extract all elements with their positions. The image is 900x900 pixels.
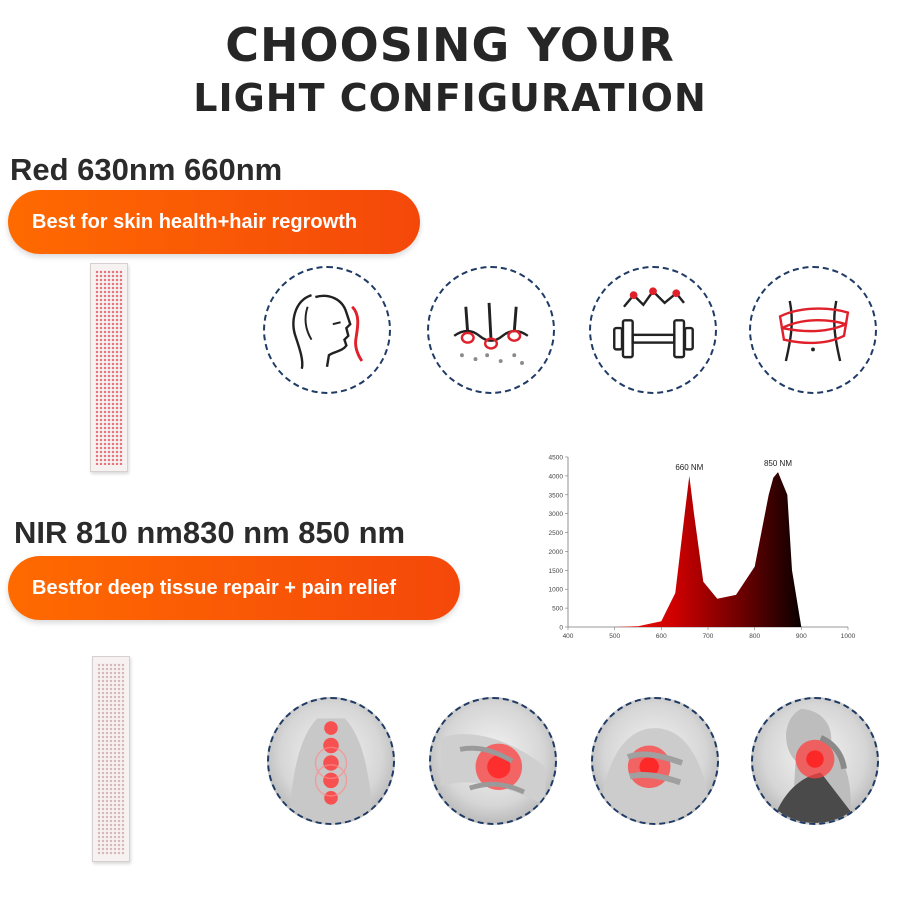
- hair-follicle-icon: [427, 266, 555, 394]
- y-tick-label: 1500: [549, 568, 564, 575]
- x-tick-label: 600: [656, 633, 667, 640]
- peak-annotation: 850 NM: [764, 459, 792, 468]
- knee-pain-photo: [429, 697, 557, 825]
- red-section-heading: Red 630nm 660nm: [10, 152, 283, 187]
- face-skin-icon: [263, 266, 391, 394]
- waist-slimming-icon: [749, 266, 877, 394]
- nir-benefit-pill: Bestfor deep tissue repair + pain relief: [8, 556, 460, 620]
- y-tick-label: 4000: [549, 473, 564, 480]
- neck-pain-photo: [751, 697, 879, 825]
- y-tick-label: 4500: [549, 455, 564, 462]
- x-tick-label: 800: [749, 633, 760, 640]
- spine-pain-photo: [267, 697, 395, 825]
- x-tick-label: 700: [703, 633, 714, 640]
- y-tick-label: 3000: [549, 511, 564, 518]
- nir-section-heading: NIR 810 nm830 nm 850 nm: [14, 515, 406, 550]
- nir-light-panel: [92, 656, 130, 862]
- y-tick-label: 2000: [549, 549, 564, 556]
- peak-annotation: 660 NM: [675, 463, 703, 472]
- y-tick-label: 2500: [549, 530, 564, 537]
- page-title-line2: LIGHT CONFIGURATION: [193, 76, 707, 120]
- y-tick-label: 500: [552, 606, 563, 613]
- red-benefit-pill: Best for skin health+hair regrowth: [8, 190, 420, 254]
- x-tick-label: 400: [563, 633, 574, 640]
- y-tick-label: 3500: [549, 492, 564, 499]
- red-light-panel: [90, 263, 128, 472]
- y-tick-label: 0: [559, 625, 563, 632]
- chest-pain-photo: [591, 697, 719, 825]
- page-title-line1: CHOOSING YOUR: [225, 18, 675, 72]
- y-tick-label: 1000: [549, 587, 564, 594]
- spectrum-chart: 0 500 1000 1500 2000 2500 3000 3500 4000 4500 400 5…: [549, 455, 856, 641]
- dumbbell-icon: [589, 266, 717, 394]
- spectrum-area: [568, 472, 802, 627]
- x-tick-label: 900: [796, 633, 807, 640]
- x-tick-label: 1000: [841, 633, 856, 640]
- x-tick-label: 500: [609, 633, 620, 640]
